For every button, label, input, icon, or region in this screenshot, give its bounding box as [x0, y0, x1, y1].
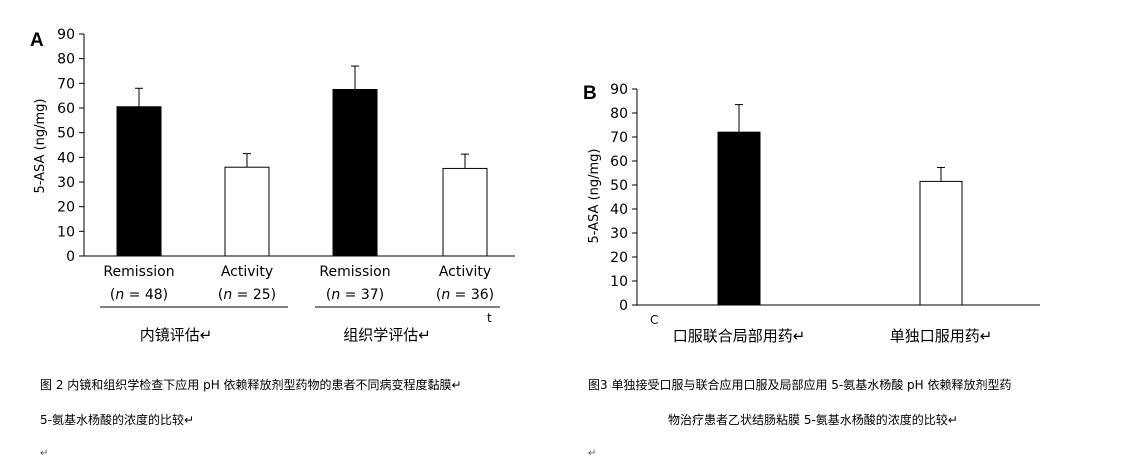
y-tick-label: 70 — [610, 130, 628, 146]
panel-a-group-1-label: 内镜评估↵ — [140, 326, 213, 344]
y-tick-label: 30 — [610, 226, 628, 242]
panel-b-label: B — [583, 83, 597, 104]
y-tick-label: 20 — [610, 250, 628, 266]
y-tick-label: 0 — [66, 249, 75, 265]
panel-b: B 5-ASA (ng/mg) 0 10 20 30 40 50 60 70 80 90 口服联合… — [583, 82, 1040, 345]
caption-left-line-2: 5-氨基水杨酸的浓度的比较↵ — [40, 413, 195, 427]
panel-a-y-axis-title: 5-ASA (ng/mg) — [33, 98, 48, 193]
x-sample-size-label: (n = 37) — [326, 287, 384, 303]
x-sample-size-label: (n = 48) — [110, 287, 168, 303]
panel-b-y-axis-title: 5-ASA (ng/mg) — [587, 148, 602, 243]
caption-right-line-2: 物治疗患者乙状结肠粘膜 5-氨基水杨酸的浓度的比较↵ — [668, 413, 958, 427]
caption-left-line-1: 图 2 内镜和组织学检查下应用 pH 依赖释放剂型药物的患者不同病变程度黏膜↵ — [40, 378, 462, 392]
bar — [224, 166, 270, 257]
bar — [332, 89, 378, 257]
y-tick-label: 30 — [57, 175, 75, 191]
x-sample-size-label: (n = 25) — [218, 287, 276, 303]
panel-b-bars — [717, 104, 963, 306]
y-tick-label: 0 — [619, 298, 628, 314]
x-category-label: 口服联合局部用药↵ — [673, 327, 806, 345]
caption-right-return-mark: ↵ — [588, 448, 597, 459]
panel-b-x-labels: 口服联合局部用药↵ 单独口服用药↵ — [673, 327, 993, 345]
caption-left-return-mark: ↵ — [40, 448, 49, 459]
panel-a-label: A — [30, 30, 44, 51]
panel-a-group-2-label: 组织学评估↵ — [343, 326, 431, 344]
panel-b-y-ticks: 0 10 20 30 40 50 60 70 80 90 — [610, 82, 637, 314]
y-tick-label: 50 — [57, 126, 75, 142]
y-tick-label: 40 — [57, 150, 75, 166]
bar — [442, 167, 488, 257]
caption-right-line-1: 图3 单独接受口服与联合应用口服及局部应用 5-氨基水杨酸 pH 依赖释放剂型药 — [588, 378, 1012, 392]
x-category-label: Remission — [319, 264, 390, 280]
y-tick-label: 10 — [57, 224, 75, 240]
bar — [717, 131, 761, 306]
y-tick-label: 20 — [57, 200, 75, 216]
panel-a-x-labels: Remission (n = 48) Activity (n = 25) Remissi… — [103, 264, 494, 303]
bar — [116, 106, 162, 257]
y-tick-label: 60 — [57, 101, 75, 117]
panel-b-stray-mark: C — [650, 313, 658, 327]
y-tick-label: 10 — [610, 274, 628, 290]
y-tick-label: 40 — [610, 202, 628, 218]
x-category-label: Activity — [439, 264, 491, 280]
y-tick-label: 70 — [57, 76, 75, 92]
x-category-label: Activity — [221, 264, 273, 280]
x-category-label: Remission — [103, 264, 174, 280]
panel-a: A 5-ASA (ng/mg) 0 10 20 30 40 50 60 70 80 90 Remi… — [30, 27, 515, 344]
panel-a-bars — [116, 65, 488, 257]
y-tick-label: 50 — [610, 178, 628, 194]
panel-a-stray-mark: t — [487, 311, 492, 325]
panel-a-y-ticks: 0 10 20 30 40 50 60 70 80 90 — [57, 27, 84, 265]
y-tick-label: 80 — [610, 106, 628, 122]
y-tick-label: 60 — [610, 154, 628, 170]
bar — [919, 180, 963, 306]
y-tick-label: 90 — [610, 82, 628, 98]
x-category-label: 单独口服用药↵ — [890, 327, 993, 345]
x-sample-size-label: (n = 36) — [436, 287, 494, 303]
y-tick-label: 80 — [57, 52, 75, 68]
y-tick-label: 90 — [57, 27, 75, 43]
